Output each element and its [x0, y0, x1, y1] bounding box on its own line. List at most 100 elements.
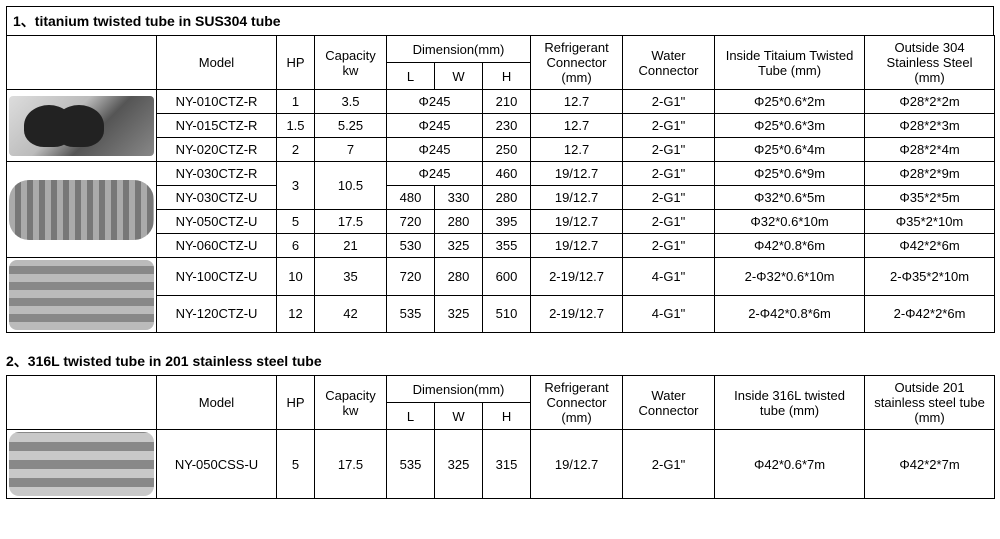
th-refrigerant: Refrigerant Connector (mm): [531, 36, 623, 90]
cell-inside: Φ25*0.6*9m: [715, 162, 865, 186]
th-water: Water Connector: [623, 376, 715, 430]
cell-outside: Φ28*2*2m: [865, 90, 995, 114]
cell-L: Φ245: [387, 162, 483, 186]
th-W: W: [435, 63, 483, 90]
product-image: [7, 258, 157, 333]
cell-model: NY-030CTZ-R: [157, 162, 277, 186]
section1-title: 1、titanium twisted tube in SUS304 tube: [6, 6, 994, 35]
cell-capacity: 10.5: [315, 162, 387, 210]
cell-W: 280: [435, 258, 483, 296]
cell-outside: Φ42*2*6m: [865, 234, 995, 258]
table-row: NY-030CTZ-R310.5Φ24546019/12.72-G1"Φ25*0…: [7, 162, 995, 186]
cell-H: 280: [483, 186, 531, 210]
cell-model: NY-030CTZ-U: [157, 186, 277, 210]
th-L: L: [387, 403, 435, 430]
th-model: Model: [157, 376, 277, 430]
cell-W: 325: [435, 430, 483, 499]
cell-water: 2-G1": [623, 186, 715, 210]
th-H: H: [483, 403, 531, 430]
cell-outside: 2-Φ35*2*10m: [865, 258, 995, 296]
cell-capacity: 3.5: [315, 90, 387, 114]
cell-L: Φ245: [387, 138, 483, 162]
table-row: NY-050CSS-U517.553532531519/12.72-G1"Φ42…: [7, 430, 995, 499]
th-outside: Outside 304 Stainless Steel (mm): [865, 36, 995, 90]
cell-H: 355: [483, 234, 531, 258]
cell-hp: 1.5: [277, 114, 315, 138]
cell-outside: Φ28*2*4m: [865, 138, 995, 162]
cell-L: 530: [387, 234, 435, 258]
cell-refrigerant: 12.7: [531, 90, 623, 114]
cell-water: 2-G1": [623, 162, 715, 186]
cell-refrigerant: 19/12.7: [531, 162, 623, 186]
product-image: [7, 90, 157, 162]
th-inside: Inside 316L twisted tube (mm): [715, 376, 865, 430]
cell-hp: 6: [277, 234, 315, 258]
cell-capacity: 7: [315, 138, 387, 162]
cell-outside: Φ42*2*7m: [865, 430, 995, 499]
cell-W: 280: [435, 210, 483, 234]
th-inside: Inside Titaium Twisted Tube (mm): [715, 36, 865, 90]
cell-model: NY-120CTZ-U: [157, 295, 277, 333]
cell-capacity: 17.5: [315, 430, 387, 499]
cell-refrigerant: 2-19/12.7: [531, 258, 623, 296]
cell-H: 250: [483, 138, 531, 162]
cell-model: NY-010CTZ-R: [157, 90, 277, 114]
th-model: Model: [157, 36, 277, 90]
th-refrigerant: Refrigerant Connector (mm): [531, 376, 623, 430]
cell-L: 720: [387, 210, 435, 234]
table-row: NY-100CTZ-U10357202806002-19/12.74-G1"2-…: [7, 258, 995, 296]
cell-water: 2-G1": [623, 430, 715, 499]
cell-inside: 2-Φ42*0.8*6m: [715, 295, 865, 333]
th-capacity: Capacity kw: [315, 376, 387, 430]
th-hp: HP: [277, 36, 315, 90]
cell-model: NY-050CTZ-U: [157, 210, 277, 234]
cell-capacity: 5.25: [315, 114, 387, 138]
th-dimension: Dimension(mm): [387, 36, 531, 63]
th-hp: HP: [277, 376, 315, 430]
cell-outside: Φ28*2*3m: [865, 114, 995, 138]
cell-H: 510: [483, 295, 531, 333]
product-image: [7, 162, 157, 258]
cell-L: 535: [387, 295, 435, 333]
cell-L: 535: [387, 430, 435, 499]
cell-inside: Φ32*0.6*5m: [715, 186, 865, 210]
cell-water: 2-G1": [623, 90, 715, 114]
th-dimension: Dimension(mm): [387, 376, 531, 403]
th-H: H: [483, 63, 531, 90]
cell-H: 230: [483, 114, 531, 138]
cell-L: 480: [387, 186, 435, 210]
cell-capacity: 42: [315, 295, 387, 333]
th-L: L: [387, 63, 435, 90]
cell-water: 2-G1": [623, 210, 715, 234]
cell-outside: 2-Φ42*2*6m: [865, 295, 995, 333]
table-section1: Model HP Capacity kw Dimension(mm) Refri…: [6, 35, 995, 333]
cell-outside: Φ28*2*9m: [865, 162, 995, 186]
th-image: [7, 36, 157, 90]
cell-model: NY-100CTZ-U: [157, 258, 277, 296]
cell-hp: 12: [277, 295, 315, 333]
cell-L: 720: [387, 258, 435, 296]
cell-H: 460: [483, 162, 531, 186]
th-outside: Outside 201 stainless steel tube (mm): [865, 376, 995, 430]
cell-hp: 10: [277, 258, 315, 296]
cell-W: 325: [435, 234, 483, 258]
cell-inside: Φ42*0.8*6m: [715, 234, 865, 258]
cell-refrigerant: 19/12.7: [531, 234, 623, 258]
cell-W: 330: [435, 186, 483, 210]
cell-model: NY-050CSS-U: [157, 430, 277, 499]
product-image: [7, 430, 157, 499]
cell-H: 395: [483, 210, 531, 234]
cell-L: Φ245: [387, 90, 483, 114]
table-row: NY-010CTZ-R13.5Φ24521012.72-G1"Φ25*0.6*2…: [7, 90, 995, 114]
cell-inside: 2-Φ32*0.6*10m: [715, 258, 865, 296]
cell-water: 4-G1": [623, 295, 715, 333]
cell-hp: 3: [277, 162, 315, 210]
th-water: Water Connector: [623, 36, 715, 90]
cell-outside: Φ35*2*5m: [865, 186, 995, 210]
cell-model: NY-060CTZ-U: [157, 234, 277, 258]
cell-H: 210: [483, 90, 531, 114]
cell-inside: Φ25*0.6*4m: [715, 138, 865, 162]
cell-hp: 5: [277, 210, 315, 234]
cell-inside: Φ25*0.6*3m: [715, 114, 865, 138]
cell-refrigerant: 19/12.7: [531, 430, 623, 499]
